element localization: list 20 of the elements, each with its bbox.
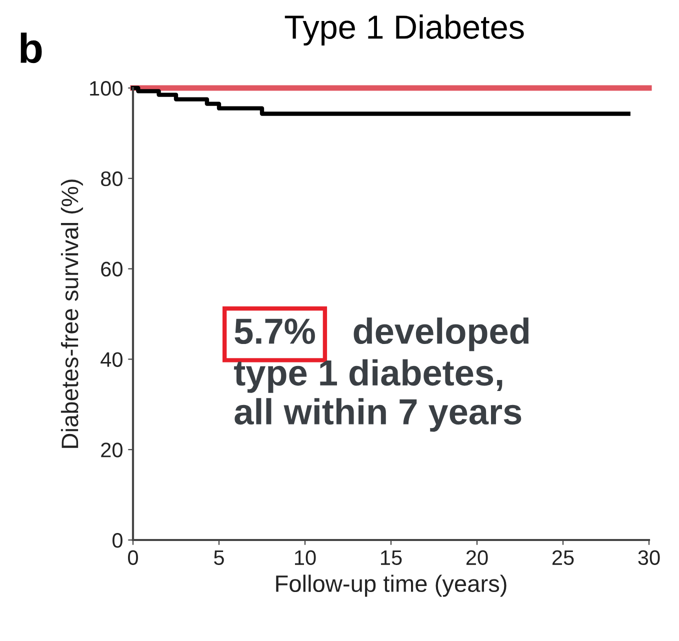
y-tick-label: 60 [101,262,122,277]
y-tick-label: 0 [112,533,122,548]
y-axis-title: Diabetes-free survival (%) [60,180,83,448]
annotation: developed [354,318,529,352]
x-tick-label: 25 [552,550,574,566]
x-tick-label: 30 [638,550,660,566]
x-axis-title: Follow-up time (years) [276,574,506,597]
x-tick-label: 10 [295,550,316,566]
y-tick-label: 80 [101,171,122,186]
y-tick-label: 40 [100,352,122,367]
x-tick-label: 20 [466,550,488,566]
x-tick-label: 5 [214,550,224,566]
x-tick-label: 15 [381,550,402,566]
text: b [20,32,42,64]
y-tick-label: 20 [101,442,122,458]
y-tick-label: 100 [90,81,122,96]
x-tick-label: 0 [128,550,138,566]
annotation: type 1 diabetes, all within 7 years [234,359,522,432]
chart-title: Type 1 Diabetes [284,14,524,46]
annotation: 5.7% [234,318,315,344]
